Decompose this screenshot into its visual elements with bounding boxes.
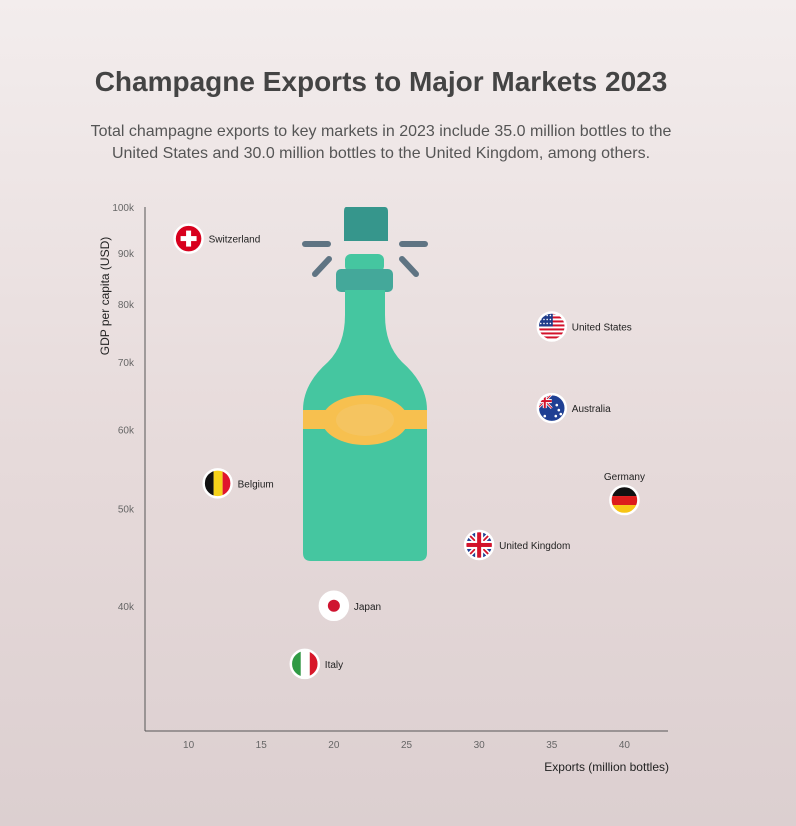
australia-flag — [536, 392, 568, 424]
x-tick-label: 40 — [619, 740, 631, 751]
data-point-united-kingdom: United Kingdom — [463, 529, 570, 561]
y-tick-label: 40k — [118, 602, 135, 613]
italy-flag — [289, 648, 321, 680]
chart-subtitle: Total champagne exports to key markets i… — [90, 123, 672, 162]
bottle-cork — [344, 207, 388, 241]
data-point-italy: Italy — [289, 648, 343, 680]
point-label: Japan — [354, 602, 381, 613]
point-label: Switzerland — [209, 235, 261, 246]
y-axis-label: GDP per capita (USD) — [98, 237, 112, 355]
y-tick-label: 90k — [118, 249, 135, 260]
y-tick-label: 100k — [112, 203, 135, 214]
x-tick-label: 15 — [256, 740, 268, 751]
x-tick-label: 20 — [328, 740, 340, 751]
united-states-flag — [536, 311, 568, 342]
y-tick-label: 50k — [118, 505, 135, 516]
point-label: United States — [572, 322, 632, 333]
japan-flag — [318, 590, 350, 622]
point-label: Italy — [325, 660, 343, 671]
bottle-neck-ring — [336, 269, 393, 292]
x-tick-label: 10 — [183, 740, 195, 751]
united-kingdom-flag — [463, 529, 495, 561]
data-point-switzerland: Switzerland — [173, 223, 261, 254]
spark-right-diagonal — [399, 256, 419, 277]
point-label: Belgium — [238, 479, 274, 490]
data-point-japan: Japan — [318, 590, 381, 622]
data-point-australia: Australia — [536, 392, 611, 424]
y-axis-ticks: 40k 50k 60k 70k 80k 90k 100k — [112, 203, 135, 613]
point-label: United Kingdom — [499, 541, 570, 552]
belgium-flag — [202, 468, 233, 499]
germany-flag — [609, 484, 640, 516]
data-point-united-states: United States — [536, 311, 632, 342]
x-tick-label: 25 — [401, 740, 413, 751]
x-axis-label: Exports (million bottles) — [544, 760, 669, 774]
point-label: Australia — [572, 404, 611, 415]
chart-title: Champagne Exports to Major Markets 2023 — [94, 66, 668, 97]
bottle-label-medallion-inner — [336, 404, 394, 436]
y-tick-label: 80k — [118, 300, 135, 311]
y-tick-label: 70k — [118, 358, 135, 369]
bottle-neck-top — [345, 254, 384, 272]
data-points: Switzerland United States Australia Belgium… — [173, 223, 645, 680]
spark-left-diagonal — [312, 256, 332, 277]
point-label: Germany — [604, 472, 645, 483]
x-axis-ticks: 10 15 20 25 30 35 40 — [183, 740, 630, 751]
y-tick-label: 60k — [118, 425, 135, 436]
switzerland-flag — [173, 223, 204, 254]
champagne-bottle-icon — [302, 207, 428, 561]
data-point-germany: Germany — [604, 472, 645, 516]
x-tick-label: 30 — [474, 740, 486, 751]
x-tick-label: 35 — [546, 740, 558, 751]
data-point-belgium: Belgium — [202, 468, 274, 499]
